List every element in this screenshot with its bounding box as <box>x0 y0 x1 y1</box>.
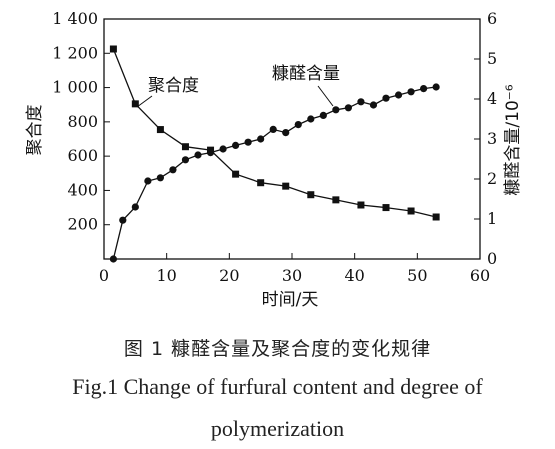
left-y-tick-label: 600 <box>67 146 98 165</box>
plot-border <box>103 18 481 260</box>
dp-data-point <box>156 126 164 134</box>
furfural-data-point <box>319 111 327 119</box>
x-tick-label: 40 <box>344 266 364 285</box>
series-layer <box>109 45 440 263</box>
right-y-tick-label: 2 <box>487 169 497 188</box>
furfural-data-point <box>407 88 415 96</box>
right-y-axis-ticks: 0 1 2 3 4 5 6 <box>474 9 497 268</box>
figure-caption-english-line1: Fig.1 Change of furfural content and deg… <box>72 374 483 399</box>
dp-data-point <box>257 179 265 187</box>
furfural-data-point <box>109 255 117 263</box>
x-tick-label: 50 <box>407 266 427 285</box>
right-y-tick-label: 0 <box>487 249 497 268</box>
furfural-data-point <box>119 216 127 224</box>
furfural-data-point <box>369 101 378 109</box>
annotation-layer: 聚合度 糠醛含量 <box>136 63 340 108</box>
furfural-data-point <box>257 135 265 143</box>
furfural-data-point <box>382 94 390 102</box>
dp-data-point <box>382 204 390 212</box>
furfural-data-point <box>181 156 190 164</box>
dp-data-point <box>282 182 290 190</box>
furfural-series-annotation: 糠醛含量 <box>272 63 340 84</box>
furfural-data-point <box>194 151 202 159</box>
furfural-data-point <box>144 177 152 185</box>
x-tick-label: 0 <box>99 266 109 285</box>
figure-caption-chinese: 图 1 糠醛含量及聚合度的变化规律 <box>123 338 432 360</box>
x-tick-label: 10 <box>156 266 176 285</box>
dp-annotation-leader <box>136 95 153 108</box>
left-y-tick-label: 1 000 <box>52 78 98 97</box>
dp-data-point <box>432 213 440 221</box>
dp-data-point <box>232 170 240 178</box>
furfural-data-point <box>357 98 365 106</box>
furfural-data-point <box>169 166 177 174</box>
furfural-data-point <box>219 145 227 153</box>
right-y-tick-label: 4 <box>487 89 497 108</box>
furfural-data-point <box>294 121 302 129</box>
furfural-data-point <box>420 85 428 93</box>
left-y-tick-label: 1 400 <box>52 9 98 28</box>
dp-data-point <box>332 196 340 204</box>
furfural-data-point <box>269 125 277 133</box>
left-y-tick-label: 200 <box>67 215 98 234</box>
furfural-series-line <box>112 86 437 260</box>
furfural-data-point <box>232 141 240 149</box>
furfural-data-point <box>432 83 440 91</box>
furfural-data-point <box>394 91 403 99</box>
furfural-data-point <box>307 115 315 123</box>
dp-data-point <box>407 207 415 215</box>
dp-series-annotation: 聚合度 <box>148 76 199 96</box>
x-axis-ticks: 0 10 20 30 40 50 60 <box>99 253 490 285</box>
plot-frame <box>103 18 481 260</box>
figure-caption-english-line2: polymerization <box>210 416 345 441</box>
furfural-data-point <box>282 129 290 137</box>
furfural-annotation-leader <box>317 85 334 107</box>
right-y-tick-label: 6 <box>487 9 497 28</box>
x-tick-label: 30 <box>282 266 302 285</box>
furfural-data-point <box>131 203 139 211</box>
x-tick-label: 60 <box>470 266 490 285</box>
dp-data-point <box>357 201 365 209</box>
right-y-axis-label: 糠醛含量/10⁻⁶ <box>502 84 523 195</box>
dp-data-point <box>307 191 315 199</box>
x-tick-label: 20 <box>219 266 239 285</box>
dp-data-point <box>109 45 117 53</box>
dp-data-point <box>181 143 189 151</box>
furfural-data-point <box>156 174 164 182</box>
furfural-data-point <box>206 149 215 157</box>
left-y-tick-label: 400 <box>67 180 98 199</box>
furfural-data-point <box>244 138 252 146</box>
left-y-axis-label: 聚合度 <box>25 105 45 156</box>
furfural-data-point <box>332 106 340 114</box>
right-y-tick-label: 1 <box>487 209 497 228</box>
dp-series-line <box>112 48 437 218</box>
left-y-tick-label: 800 <box>67 112 98 131</box>
left-y-tick-label: 1 200 <box>52 43 98 62</box>
right-y-tick-label: 3 <box>487 129 497 148</box>
right-y-tick-label: 5 <box>487 49 497 68</box>
dp-data-point <box>131 100 139 108</box>
x-axis-label: 时间/天 <box>262 290 319 310</box>
left-y-axis-ticks: 200 400 600 800 1 000 1 200 1 400 <box>52 9 110 234</box>
furfural-data-point <box>344 104 352 112</box>
